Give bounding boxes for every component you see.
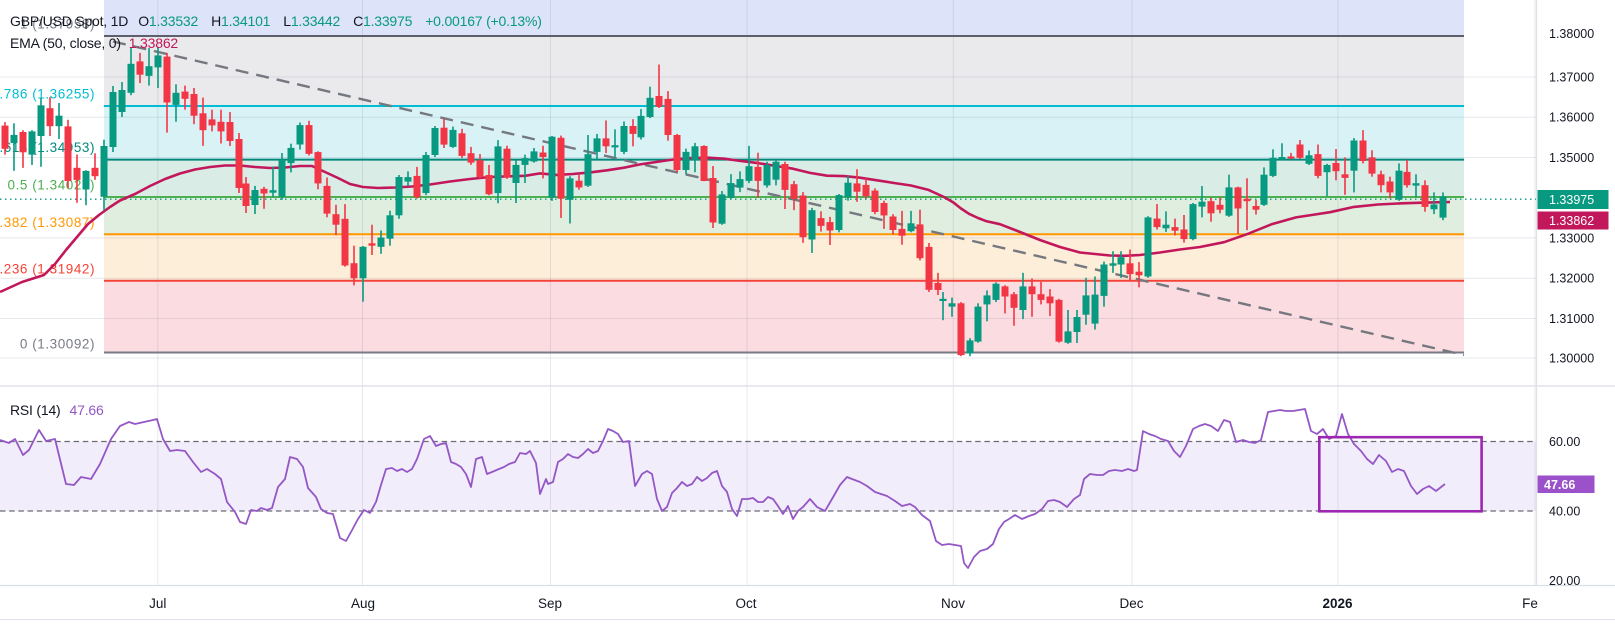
- svg-text:2026: 2026: [1322, 596, 1353, 611]
- svg-text:Sep: Sep: [538, 596, 562, 611]
- svg-text:1.33000: 1.33000: [1549, 231, 1594, 245]
- svg-text:Nov: Nov: [941, 596, 965, 611]
- svg-text:47.66: 47.66: [1544, 478, 1575, 492]
- svg-text:1.30000: 1.30000: [1549, 352, 1594, 366]
- svg-text:1.35000: 1.35000: [1549, 151, 1594, 165]
- svg-text:Jul: Jul: [149, 596, 166, 611]
- svg-text:1.31000: 1.31000: [1549, 312, 1594, 326]
- svg-text:Fe: Fe: [1522, 596, 1538, 611]
- svg-text:Dec: Dec: [1119, 596, 1143, 611]
- svg-text:RSI (14)47.66: RSI (14) 47.66: [10, 402, 104, 418]
- svg-text:1.37000: 1.37000: [1549, 71, 1594, 85]
- svg-text:1.33862: 1.33862: [1549, 214, 1594, 228]
- svg-text:20.00: 20.00: [1549, 574, 1580, 588]
- svg-text:1 (1.37958): 1 (1.37958): [20, 17, 95, 32]
- svg-text:1.32000: 1.32000: [1549, 272, 1594, 286]
- svg-text:0 (1.30092): 0 (1.30092): [20, 337, 95, 352]
- svg-text:0.236 (1.31942): 0.236 (1.31942): [0, 261, 95, 276]
- svg-text:1.36000: 1.36000: [1549, 111, 1594, 125]
- svg-text:0.382 (1.33087): 0.382 (1.33087): [0, 215, 95, 230]
- svg-text:0.5 (1.34025): 0.5 (1.34025): [8, 178, 95, 193]
- svg-text:1.38000: 1.38000: [1549, 27, 1594, 41]
- svg-text:0.786 (1.36255): 0.786 (1.36255): [0, 87, 95, 102]
- svg-text:EMA (50, close, 0)1.33862: EMA (50, close, 0) 1.33862: [10, 35, 178, 51]
- svg-text:Oct: Oct: [735, 596, 756, 611]
- svg-text:1.33975: 1.33975: [1549, 193, 1594, 207]
- svg-text:40.00: 40.00: [1549, 505, 1580, 519]
- svg-text:60.00: 60.00: [1549, 435, 1580, 449]
- svg-text:Aug: Aug: [351, 596, 375, 611]
